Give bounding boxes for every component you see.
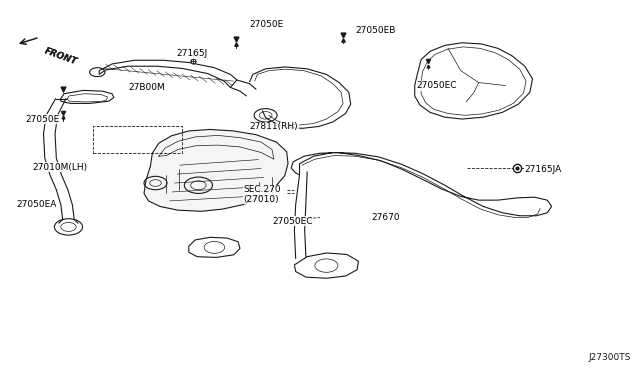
Text: (27010): (27010) [243, 195, 279, 203]
Text: FRONT: FRONT [44, 46, 79, 67]
Text: 27811(RH): 27811(RH) [250, 122, 298, 131]
Text: 27050E: 27050E [26, 115, 60, 124]
Text: 27B00M: 27B00M [128, 83, 164, 92]
Polygon shape [189, 237, 240, 257]
Text: 27670: 27670 [371, 213, 400, 222]
Text: 27165JA: 27165JA [525, 165, 562, 174]
Text: 27165J: 27165J [176, 49, 207, 58]
Text: 27050EA: 27050EA [16, 200, 56, 209]
Polygon shape [294, 253, 358, 278]
Polygon shape [291, 153, 552, 216]
Polygon shape [415, 43, 532, 119]
Text: 27010M(LH): 27010M(LH) [32, 163, 87, 172]
Text: SEC.270: SEC.270 [243, 185, 281, 194]
Polygon shape [144, 129, 288, 211]
Text: FRONT: FRONT [44, 46, 79, 67]
Polygon shape [61, 90, 114, 103]
Text: J27300TS: J27300TS [588, 353, 630, 362]
Text: 27050E: 27050E [250, 20, 284, 29]
Text: 27050EC: 27050EC [416, 81, 456, 90]
Text: 27050EB: 27050EB [355, 26, 396, 35]
Polygon shape [99, 60, 237, 87]
Text: 27050EC: 27050EC [272, 217, 312, 226]
